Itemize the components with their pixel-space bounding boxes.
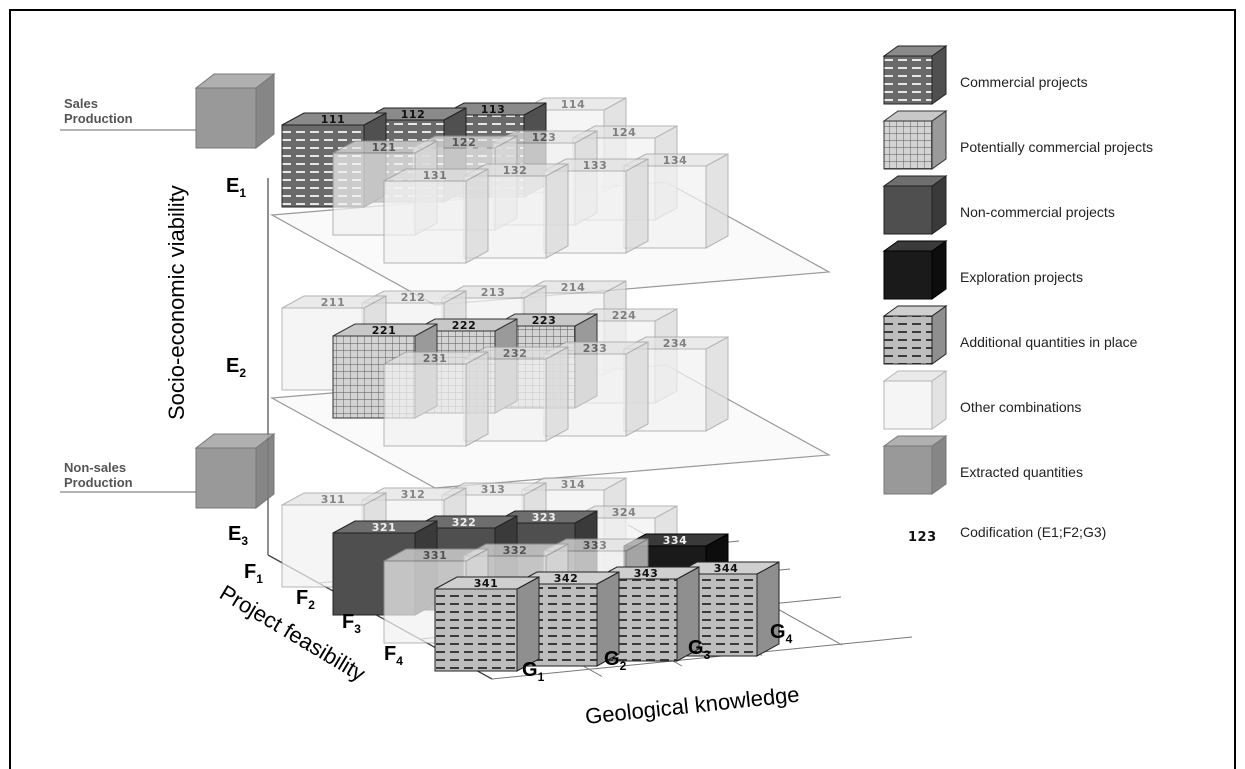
cube-code-label: 211 [321, 296, 345, 309]
legend: Commercial projects Potentially commercia… [882, 45, 1153, 545]
cube-code-label: 123 [532, 131, 556, 144]
legend-item-potential: Potentially commercial projects [882, 110, 1153, 170]
legend-swatch-other [882, 370, 948, 430]
legend-code-sample: 123 [908, 530, 937, 545]
cube-code-label: 311 [321, 493, 345, 506]
cube-code-label: 221 [372, 324, 396, 337]
cube-code-label: 341 [474, 577, 498, 590]
e-level-label-2: E2 [226, 355, 246, 380]
cube-code-label: 324 [612, 506, 636, 519]
legend-swatch-extracted [882, 435, 948, 495]
cube-231: 231 [383, 351, 489, 447]
cube-code-label: 323 [532, 511, 556, 524]
cube-code-label: 312 [401, 488, 425, 501]
legend-label: Potentially commercial projects [960, 139, 1153, 155]
legend-label: Non-commercial projects [960, 204, 1115, 220]
cube-code-label: 234 [663, 337, 687, 350]
cube-code-label: 233 [583, 342, 607, 355]
sales-label: Sales [64, 96, 98, 111]
legend-label: Codification (E1;F2;G3) [960, 524, 1106, 540]
cube-code-label: 343 [634, 567, 658, 580]
legend-item-extracted: Extracted quantities [882, 435, 1083, 495]
f-level-label-3: F3 [342, 611, 361, 636]
legend-item-noncommercial: Non-commercial projects [882, 175, 1115, 235]
legend-label: Additional quantities in place [960, 334, 1138, 350]
cube-code-label: 113 [481, 103, 505, 116]
sales-production-label: Production [64, 111, 133, 126]
cube-code-label: 314 [561, 478, 585, 491]
legend-item-code: 123 Codification (E1;F2;G3) [908, 524, 1106, 545]
legend-swatch-noncommercial [882, 175, 948, 235]
cube-code-label: 222 [452, 319, 476, 332]
non-sales-production-cube [194, 432, 276, 510]
cube-code-label: 124 [612, 126, 636, 139]
legend-item-additional: Additional quantities in place [882, 305, 1138, 365]
g-level-label-1: G1 [522, 659, 545, 684]
legend-item-other: Other combinations [882, 370, 1081, 430]
legend-label: Other combinations [960, 399, 1081, 415]
cube-code-label: 313 [481, 483, 505, 496]
legend-label: Extracted quantities [960, 464, 1083, 480]
cube-code-label: 331 [423, 549, 447, 562]
sales-production-cube [194, 72, 276, 150]
cube-code-label: 134 [663, 154, 687, 167]
g-level-label-2: G2 [604, 648, 627, 673]
cube-code-label: 322 [452, 516, 476, 529]
legend-swatch-additional [882, 305, 948, 365]
figure-frame [9, 9, 1236, 769]
cube-code-label: 223 [532, 314, 556, 327]
cube-code-label: 212 [401, 291, 425, 304]
cube-code-label: 333 [583, 539, 607, 552]
cube-code-label: 131 [423, 169, 447, 182]
cube-code-label: 232 [503, 347, 527, 360]
legend-item-commercial: Commercial projects [882, 45, 1088, 105]
cube-grid: 114 113 112 111 124 123 122 121 134 133 132 131 214 2… [281, 97, 780, 672]
cube-code-label: 121 [372, 141, 396, 154]
cube-code-label: 112 [401, 108, 425, 121]
f-level-label-2: F2 [296, 587, 315, 612]
cube-code-label: 334 [663, 534, 687, 547]
legend-item-exploration: Exploration projects [882, 240, 1083, 300]
legend-swatch-exploration [882, 240, 948, 300]
cube-code-label: 133 [583, 159, 607, 172]
cube-code-label: 344 [714, 562, 738, 575]
cube-code-label: 342 [554, 572, 578, 585]
e-level-label-1: E1 [226, 175, 246, 200]
cube-code-label: 224 [612, 309, 636, 322]
e-level-label-3: E3 [228, 523, 248, 548]
non-sales-production-label: Production [64, 475, 133, 490]
cube-code-label: 132 [503, 164, 527, 177]
g-level-label-3: G3 [688, 637, 711, 662]
legend-label: Exploration projects [960, 269, 1083, 285]
g-grid-line [491, 636, 913, 680]
legend-swatch-potential [882, 110, 948, 170]
cube-code-label: 231 [423, 352, 447, 365]
f-level-label-1: F1 [244, 561, 263, 586]
cube-341: 341 [434, 576, 540, 672]
cube-code-label: 111 [321, 113, 345, 126]
legend-swatch-commercial [882, 45, 948, 105]
cube-code-label: 321 [372, 521, 396, 534]
cube-code-label: 114 [561, 98, 585, 111]
cube-code-label: 213 [481, 286, 505, 299]
g-level-label-4: G4 [770, 621, 793, 646]
cube-code-label: 214 [561, 281, 585, 294]
f-level-label-4: F4 [384, 643, 403, 668]
socio-economic-axis-title: Socio-economic viability [164, 185, 189, 420]
non-sales-label: Non-sales [64, 460, 126, 475]
geological-knowledge-axis-title: Geological knowledge [584, 682, 801, 729]
cube-131: 131 [383, 168, 489, 264]
cube-code-label: 122 [452, 136, 476, 149]
legend-label: Commercial projects [960, 74, 1088, 90]
cube-code-label: 332 [503, 544, 527, 557]
